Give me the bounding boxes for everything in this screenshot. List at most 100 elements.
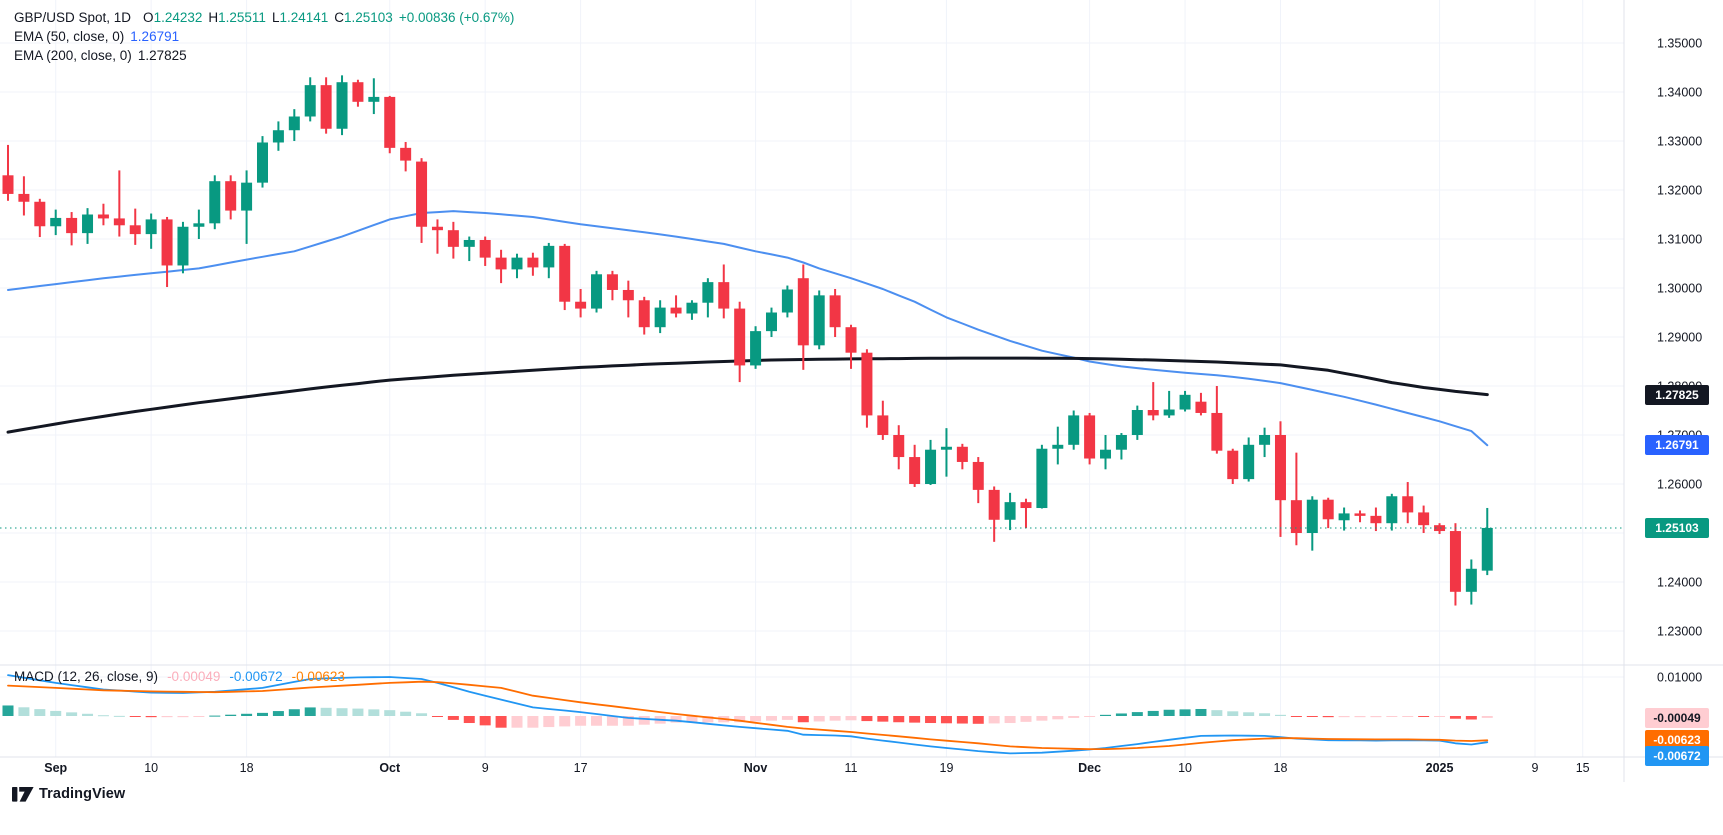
candle: [1306, 496, 1318, 551]
candle: [1020, 498, 1032, 529]
candle: [877, 400, 889, 440]
time-axis-label: Dec: [1078, 761, 1101, 775]
candle: [1115, 433, 1127, 460]
candle: [1163, 390, 1175, 418]
macd-legend-row[interactable]: MACD (12, 26, close, 9) -0.00049 -0.0067…: [14, 669, 345, 684]
macd-line-value: -0.00672: [229, 669, 283, 684]
candle: [1418, 505, 1430, 534]
price-axis-label: 1.31000: [1657, 233, 1702, 247]
candle: [622, 280, 634, 318]
candle: [909, 444, 921, 487]
candle: [177, 221, 189, 274]
candle: [718, 264, 730, 319]
time-axis-label: 2025: [1426, 761, 1454, 775]
candle: [750, 326, 762, 369]
time-axis-label: 11: [845, 761, 858, 775]
ema50-legend-row[interactable]: EMA (50, close, 0) 1.26791: [14, 27, 514, 46]
macd-signal-line: [7, 680, 1489, 750]
candle: [527, 252, 539, 276]
price-axis-label: 1.23000: [1657, 625, 1702, 639]
macd-lines: [7, 674, 1489, 755]
price-axis[interactable]: 1.35000 1.34000 1.33000 1.32000 1.31000 1.300…: [1657, 37, 1702, 685]
candle: [495, 249, 507, 284]
candle: [511, 253, 523, 279]
candle: [400, 141, 412, 172]
time-axis[interactable]: Sep 10 18 Oct 9 17 Nov 11 19 Dec 10 18 2025 9 15: [44, 761, 1589, 775]
candle: [1052, 426, 1064, 465]
candle: [320, 77, 332, 134]
candle: [829, 288, 841, 338]
time-axis-label: 17: [574, 761, 588, 775]
candles-layer: [2, 75, 1493, 606]
candle: [1036, 444, 1048, 509]
macd-histogram: [2, 705, 1493, 728]
candle: [1179, 390, 1191, 412]
time-axis-label: 10: [1178, 761, 1192, 775]
close-value: C 1.25103: [334, 10, 393, 25]
candle: [2, 144, 14, 201]
price-badge: 1.27825: [1645, 384, 1709, 405]
candle: [1131, 405, 1143, 440]
candle: [940, 428, 952, 477]
candle: [1481, 507, 1493, 576]
candle: [129, 208, 141, 245]
price-axis-label: 1.35000: [1657, 37, 1702, 51]
price-axis-label: 1.34000: [1657, 86, 1702, 100]
candle: [702, 278, 714, 318]
ema200-value: 1.27825: [137, 48, 187, 63]
change-value: +0.00836 (+0.67%): [398, 10, 515, 25]
candle: [1227, 448, 1239, 485]
candle: [34, 198, 46, 238]
high-value: H 1.25511: [208, 10, 266, 25]
time-axis-label: 9: [1531, 761, 1538, 775]
candle: [1195, 392, 1207, 416]
candle: [161, 216, 173, 288]
candle: [765, 307, 777, 338]
candle: [956, 443, 968, 470]
candle: [1354, 510, 1366, 523]
candle: [97, 203, 109, 226]
candle: [1100, 435, 1112, 470]
candle: [113, 170, 125, 237]
macd-line: [7, 674, 1489, 755]
candle: [288, 109, 300, 142]
candle: [1004, 492, 1016, 531]
candle: [1370, 507, 1382, 532]
candle: [925, 439, 937, 485]
ema200-legend-row[interactable]: EMA (200, close, 0) 1.27825: [14, 46, 514, 65]
candle: [606, 270, 618, 301]
candle: [654, 300, 666, 334]
candle: [734, 301, 746, 383]
ema-lines: [6, 210, 1489, 447]
macd-hist-value: -0.00049: [167, 669, 221, 684]
symbol-legend-row[interactable]: GBP/USD Spot, 1D O 1.24232 H 1.25511 L 1.24…: [14, 8, 514, 27]
candle: [1259, 427, 1271, 458]
candle: [256, 136, 268, 188]
gridlines: [0, 0, 1624, 757]
macd-badge: -0.00623: [1645, 730, 1709, 751]
candle: [972, 457, 984, 504]
ema50-line: [7, 210, 1489, 447]
macd-axis-label: 0.01000: [1657, 671, 1702, 685]
price-axis-label: 1.32000: [1657, 184, 1702, 198]
candle: [82, 208, 94, 244]
candle: [781, 285, 793, 318]
candle: [1211, 386, 1223, 454]
candle: [463, 236, 475, 262]
candle: [1147, 382, 1159, 421]
candle: [368, 78, 380, 115]
tradingview-logo[interactable]: TradingView: [12, 786, 125, 802]
time-axis-label: 18: [240, 761, 254, 775]
price-badge: 1.25103: [1645, 517, 1709, 538]
candle: [352, 79, 364, 107]
candle: [591, 270, 603, 313]
indicator-legend: GBP/USD Spot, 1D O 1.24232 H 1.25511 L 1.24…: [14, 8, 514, 65]
symbol-title: GBP/USD Spot, 1D: [14, 10, 132, 25]
candle: [50, 209, 62, 236]
candle: [1449, 523, 1461, 606]
candle: [66, 212, 78, 246]
candle: [479, 236, 491, 266]
candle: [861, 349, 873, 428]
